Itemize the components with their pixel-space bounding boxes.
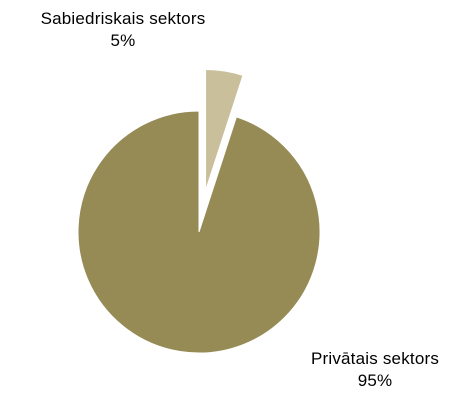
slice-label-privatais-sektors: Privātais sektors 95%: [286, 348, 464, 392]
slice-percent-sabiedriskais-sektors: 5%: [110, 31, 136, 50]
pie-slice-sabiedriskais-sektors: [205, 69, 244, 191]
pie-slice-privatais-sektors: [77, 110, 321, 354]
slice-percent-privatais-sektors: 95%: [357, 371, 393, 390]
slice-label-sabiedriskais-sektors: Sabiedriskais sektors 5%: [8, 8, 238, 52]
slice-name-privatais-sektors: Privātais sektors: [310, 349, 440, 368]
slice-name-sabiedriskais-sektors: Sabiedriskais sektors: [40, 9, 206, 28]
